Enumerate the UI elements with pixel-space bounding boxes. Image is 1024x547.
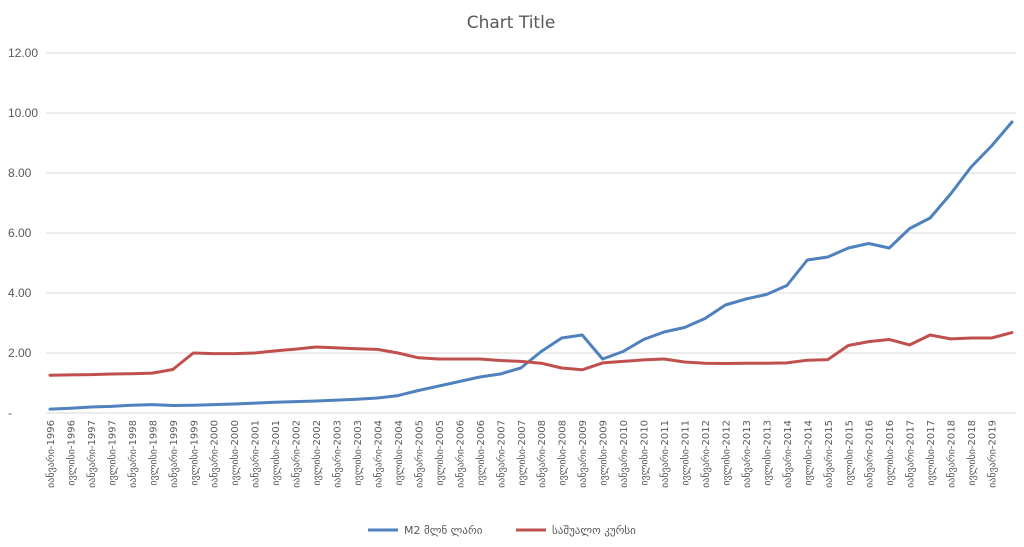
chart-title: Chart Title bbox=[467, 13, 556, 33]
x-tick-label: იანვარი-1996 bbox=[45, 420, 57, 488]
x-tick-label: ივლისი-2011 bbox=[680, 420, 692, 486]
x-tick-label: ივლისი-1996 bbox=[65, 420, 77, 486]
x-tick-label: იანვარი-2019 bbox=[987, 420, 999, 488]
x-tick-label: იანვარი-2000 bbox=[209, 420, 221, 488]
x-tick-label: ივლისი-2010 bbox=[639, 420, 651, 486]
legend-label: საშუალო კურსი bbox=[552, 524, 636, 537]
x-tick-label: ივლისი-2001 bbox=[270, 420, 282, 486]
y-tick-label: 8.00 bbox=[8, 166, 32, 180]
legend-label: M2 მლნ ლარი bbox=[404, 524, 483, 537]
x-tick-label: ივლისი-1997 bbox=[106, 420, 118, 486]
series-line-0 bbox=[48, 120, 1014, 411]
x-tick-label: იანვარი-2002 bbox=[291, 420, 303, 488]
x-tick-label: ივლისი-1999 bbox=[188, 420, 200, 486]
x-tick-label: ივლისი-2003 bbox=[352, 420, 364, 486]
x-tick-label: იანვარი-1999 bbox=[168, 420, 180, 488]
x-tick-label: იანვარი-2014 bbox=[782, 420, 794, 488]
x-tick-label: ივლისი-2016 bbox=[884, 420, 896, 486]
legend: M2 მლნ ლარი საშუალო კურსი bbox=[368, 524, 636, 537]
x-tick-label: იანვარი-2007 bbox=[495, 420, 507, 488]
series-line-1 bbox=[48, 331, 1014, 377]
y-tick-label: - bbox=[8, 406, 12, 420]
x-tick-label: იანვარი-2008 bbox=[536, 420, 548, 488]
x-tick-label: იანვარი-2016 bbox=[864, 420, 876, 488]
x-tick-label: ივლისი-2006 bbox=[475, 420, 487, 486]
x-tick-label: ივლისი-2017 bbox=[925, 420, 937, 486]
x-tick-label: იანვარი-2009 bbox=[577, 420, 589, 488]
y-tick-label: 6.00 bbox=[8, 226, 32, 240]
x-tick-label: ივლისი-2012 bbox=[720, 420, 732, 486]
x-tick-label: ივლისი-2000 bbox=[229, 420, 241, 486]
x-tick-label: იანვარი-2001 bbox=[250, 420, 262, 488]
x-tick-label: იანვარი-2012 bbox=[700, 420, 712, 488]
x-tick-label: ივლისი-2018 bbox=[966, 420, 978, 486]
x-tick-label: იანვარი-1998 bbox=[127, 420, 139, 488]
x-tick-label: იანვარი-2011 bbox=[659, 420, 671, 488]
x-tick-label: ივლისი-2015 bbox=[843, 420, 855, 486]
x-tick-label: ივლისი-2004 bbox=[393, 420, 405, 486]
y-tick-label: 10.00 bbox=[8, 106, 38, 120]
x-tick-label: ივლისი-2008 bbox=[557, 420, 569, 486]
x-tick-label: იანვარი-1997 bbox=[86, 420, 98, 488]
x-tick-label: ივლისი-1998 bbox=[147, 420, 159, 486]
x-tick-label: იანვარი-2018 bbox=[946, 420, 958, 488]
y-tick-label: 2.00 bbox=[8, 346, 32, 360]
x-tick-label: იანვარი-2003 bbox=[332, 420, 344, 488]
x-tick-label: ივლისი-2009 bbox=[598, 420, 610, 486]
x-tick-label: იანვარი-2006 bbox=[454, 420, 466, 488]
x-axis-ticks: იანვარი-1996 ივლისი-1996 იანვარი-1997 ივლის… bbox=[45, 420, 999, 488]
x-tick-label: ივლისი-2002 bbox=[311, 420, 323, 486]
y-axis-ticks: - 2.00 4.00 6.00 8.00 10.00 12.00 bbox=[8, 46, 38, 420]
x-tick-label: იანვარი-2017 bbox=[905, 420, 917, 488]
x-tick-label: იანვარი-2010 bbox=[618, 420, 630, 488]
x-tick-label: ივლისი-2007 bbox=[516, 420, 528, 486]
x-tick-label: იანვარი-2005 bbox=[413, 420, 425, 488]
x-tick-label: იანვარი-2004 bbox=[372, 420, 384, 488]
series-lines bbox=[48, 120, 1014, 411]
x-tick-label: ივლისი-2014 bbox=[802, 420, 814, 486]
x-tick-label: ივლისი-2013 bbox=[761, 420, 773, 486]
y-tick-label: 4.00 bbox=[8, 286, 32, 300]
x-tick-label: იანვარი-2013 bbox=[741, 420, 753, 488]
x-tick-label: იანვარი-2015 bbox=[823, 420, 835, 488]
x-tick-label: ივლისი-2005 bbox=[434, 420, 446, 486]
y-tick-label: 12.00 bbox=[8, 46, 38, 60]
